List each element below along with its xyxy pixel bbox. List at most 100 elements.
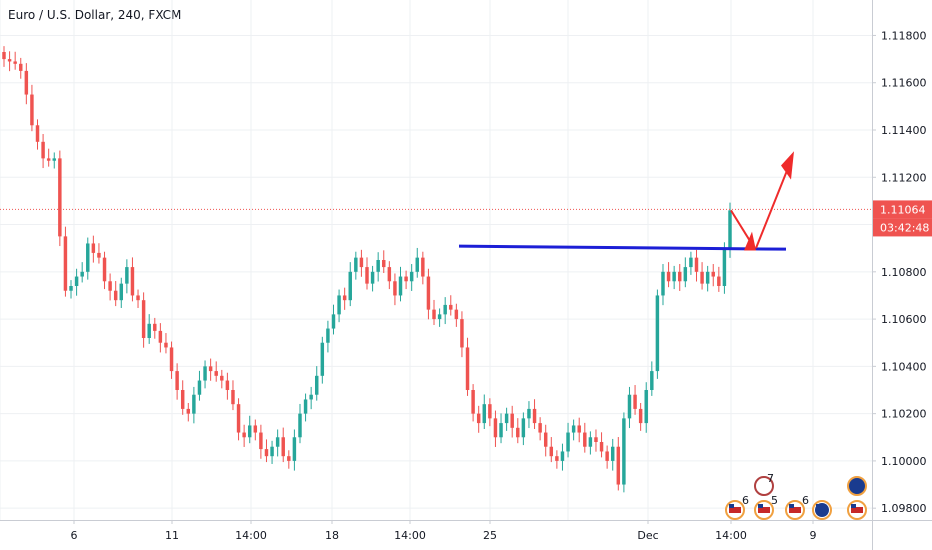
candle-body	[164, 342, 168, 348]
candle-body	[35, 125, 40, 142]
candle-body	[694, 257, 699, 272]
candle-body	[672, 271, 676, 282]
candle-body	[382, 260, 386, 268]
flag-canton	[789, 504, 794, 508]
event-count: 5	[771, 494, 778, 507]
candle-body	[102, 257, 107, 282]
candle-body	[543, 432, 548, 447]
candle-body	[197, 380, 202, 395]
candle-body	[471, 390, 475, 414]
flag-stripe	[729, 507, 741, 513]
candle-body	[437, 314, 442, 320]
flag-canton	[758, 504, 763, 508]
candle-body	[700, 271, 704, 284]
candle-body	[220, 375, 224, 381]
candle-body	[493, 418, 498, 438]
candle-body	[532, 408, 537, 424]
candle-body	[264, 449, 269, 457]
candle-body	[320, 342, 325, 376]
candle-body	[683, 267, 688, 282]
flag-canton	[851, 504, 856, 508]
candle-body	[52, 158, 56, 161]
candle-body	[113, 290, 118, 301]
candle-body	[488, 404, 492, 419]
candle-body	[2, 52, 6, 60]
flag-stripe	[758, 507, 770, 513]
candle-body	[315, 375, 319, 395]
candle-body	[594, 437, 598, 442]
candle-body	[108, 281, 112, 291]
candle-body	[504, 413, 509, 424]
candle-body	[588, 437, 593, 447]
candle-body	[158, 330, 163, 343]
candle-body	[409, 271, 414, 282]
candle-body	[376, 260, 380, 272]
event-count: 7	[767, 472, 774, 485]
candle-body	[225, 380, 230, 390]
x-tick-label: 6	[71, 529, 78, 542]
arrow-down-head	[744, 231, 756, 251]
candle-body	[275, 437, 280, 447]
candle-body	[91, 243, 96, 253]
candle-body	[46, 158, 51, 161]
candle-body	[555, 456, 559, 461]
candle-body	[180, 390, 185, 409]
candle-body	[247, 425, 252, 438]
candle-body	[599, 442, 604, 452]
candle-body	[393, 281, 397, 296]
candle-body	[292, 437, 297, 461]
candle-body	[342, 295, 347, 301]
candle-body	[655, 295, 660, 372]
candle-body	[398, 276, 403, 296]
candle-body	[610, 446, 615, 461]
candle-body	[287, 456, 291, 461]
candle-body	[476, 413, 481, 424]
candle-body	[359, 257, 364, 268]
last-price-tag	[873, 200, 932, 219]
y-tick-label: 1.10200	[881, 408, 927, 421]
candle-body	[583, 432, 587, 447]
candle-body	[242, 432, 246, 438]
candle-body	[421, 257, 425, 277]
y-tick-label: 1.11600	[881, 77, 927, 90]
y-tick-label: 1.11800	[881, 29, 927, 42]
candle-body	[253, 425, 258, 433]
x-tick-label: 18	[325, 529, 339, 542]
x-tick-label: 14:00	[235, 529, 267, 542]
resistance-line	[458, 244, 787, 251]
eu-flag-fill	[815, 503, 829, 517]
candle-body	[415, 257, 419, 272]
y-tick-label: 1.10600	[881, 313, 927, 326]
candle-body	[259, 432, 263, 450]
arrow-up-head	[781, 151, 794, 180]
candle-body	[538, 423, 542, 433]
candle-body	[74, 276, 79, 286]
x-tick-label: 25	[483, 529, 497, 542]
candle-body	[521, 418, 526, 438]
candle-body	[465, 347, 470, 390]
candle-body	[281, 437, 285, 457]
y-tick-label: 1.11400	[881, 124, 927, 137]
event-count: 6	[742, 494, 749, 507]
candle-body	[633, 394, 637, 409]
candle-body	[666, 271, 671, 282]
candle-body	[566, 432, 570, 452]
candle-body	[80, 271, 84, 277]
candle-body	[130, 267, 135, 296]
candle-body	[24, 70, 29, 95]
candle-body	[153, 323, 157, 331]
candle-body	[728, 210, 732, 249]
candle-body	[348, 271, 352, 301]
candle-body	[387, 267, 392, 282]
candle-body	[86, 243, 90, 272]
y-tick-label: 1.11200	[881, 171, 927, 184]
candle-body	[638, 408, 643, 424]
candle-body	[331, 314, 336, 329]
candle-body	[337, 295, 341, 315]
candle-body	[19, 63, 23, 71]
candle-body	[627, 394, 632, 419]
candle-body	[571, 425, 576, 433]
candle-body	[186, 408, 191, 414]
event-eu-icon	[847, 476, 867, 496]
